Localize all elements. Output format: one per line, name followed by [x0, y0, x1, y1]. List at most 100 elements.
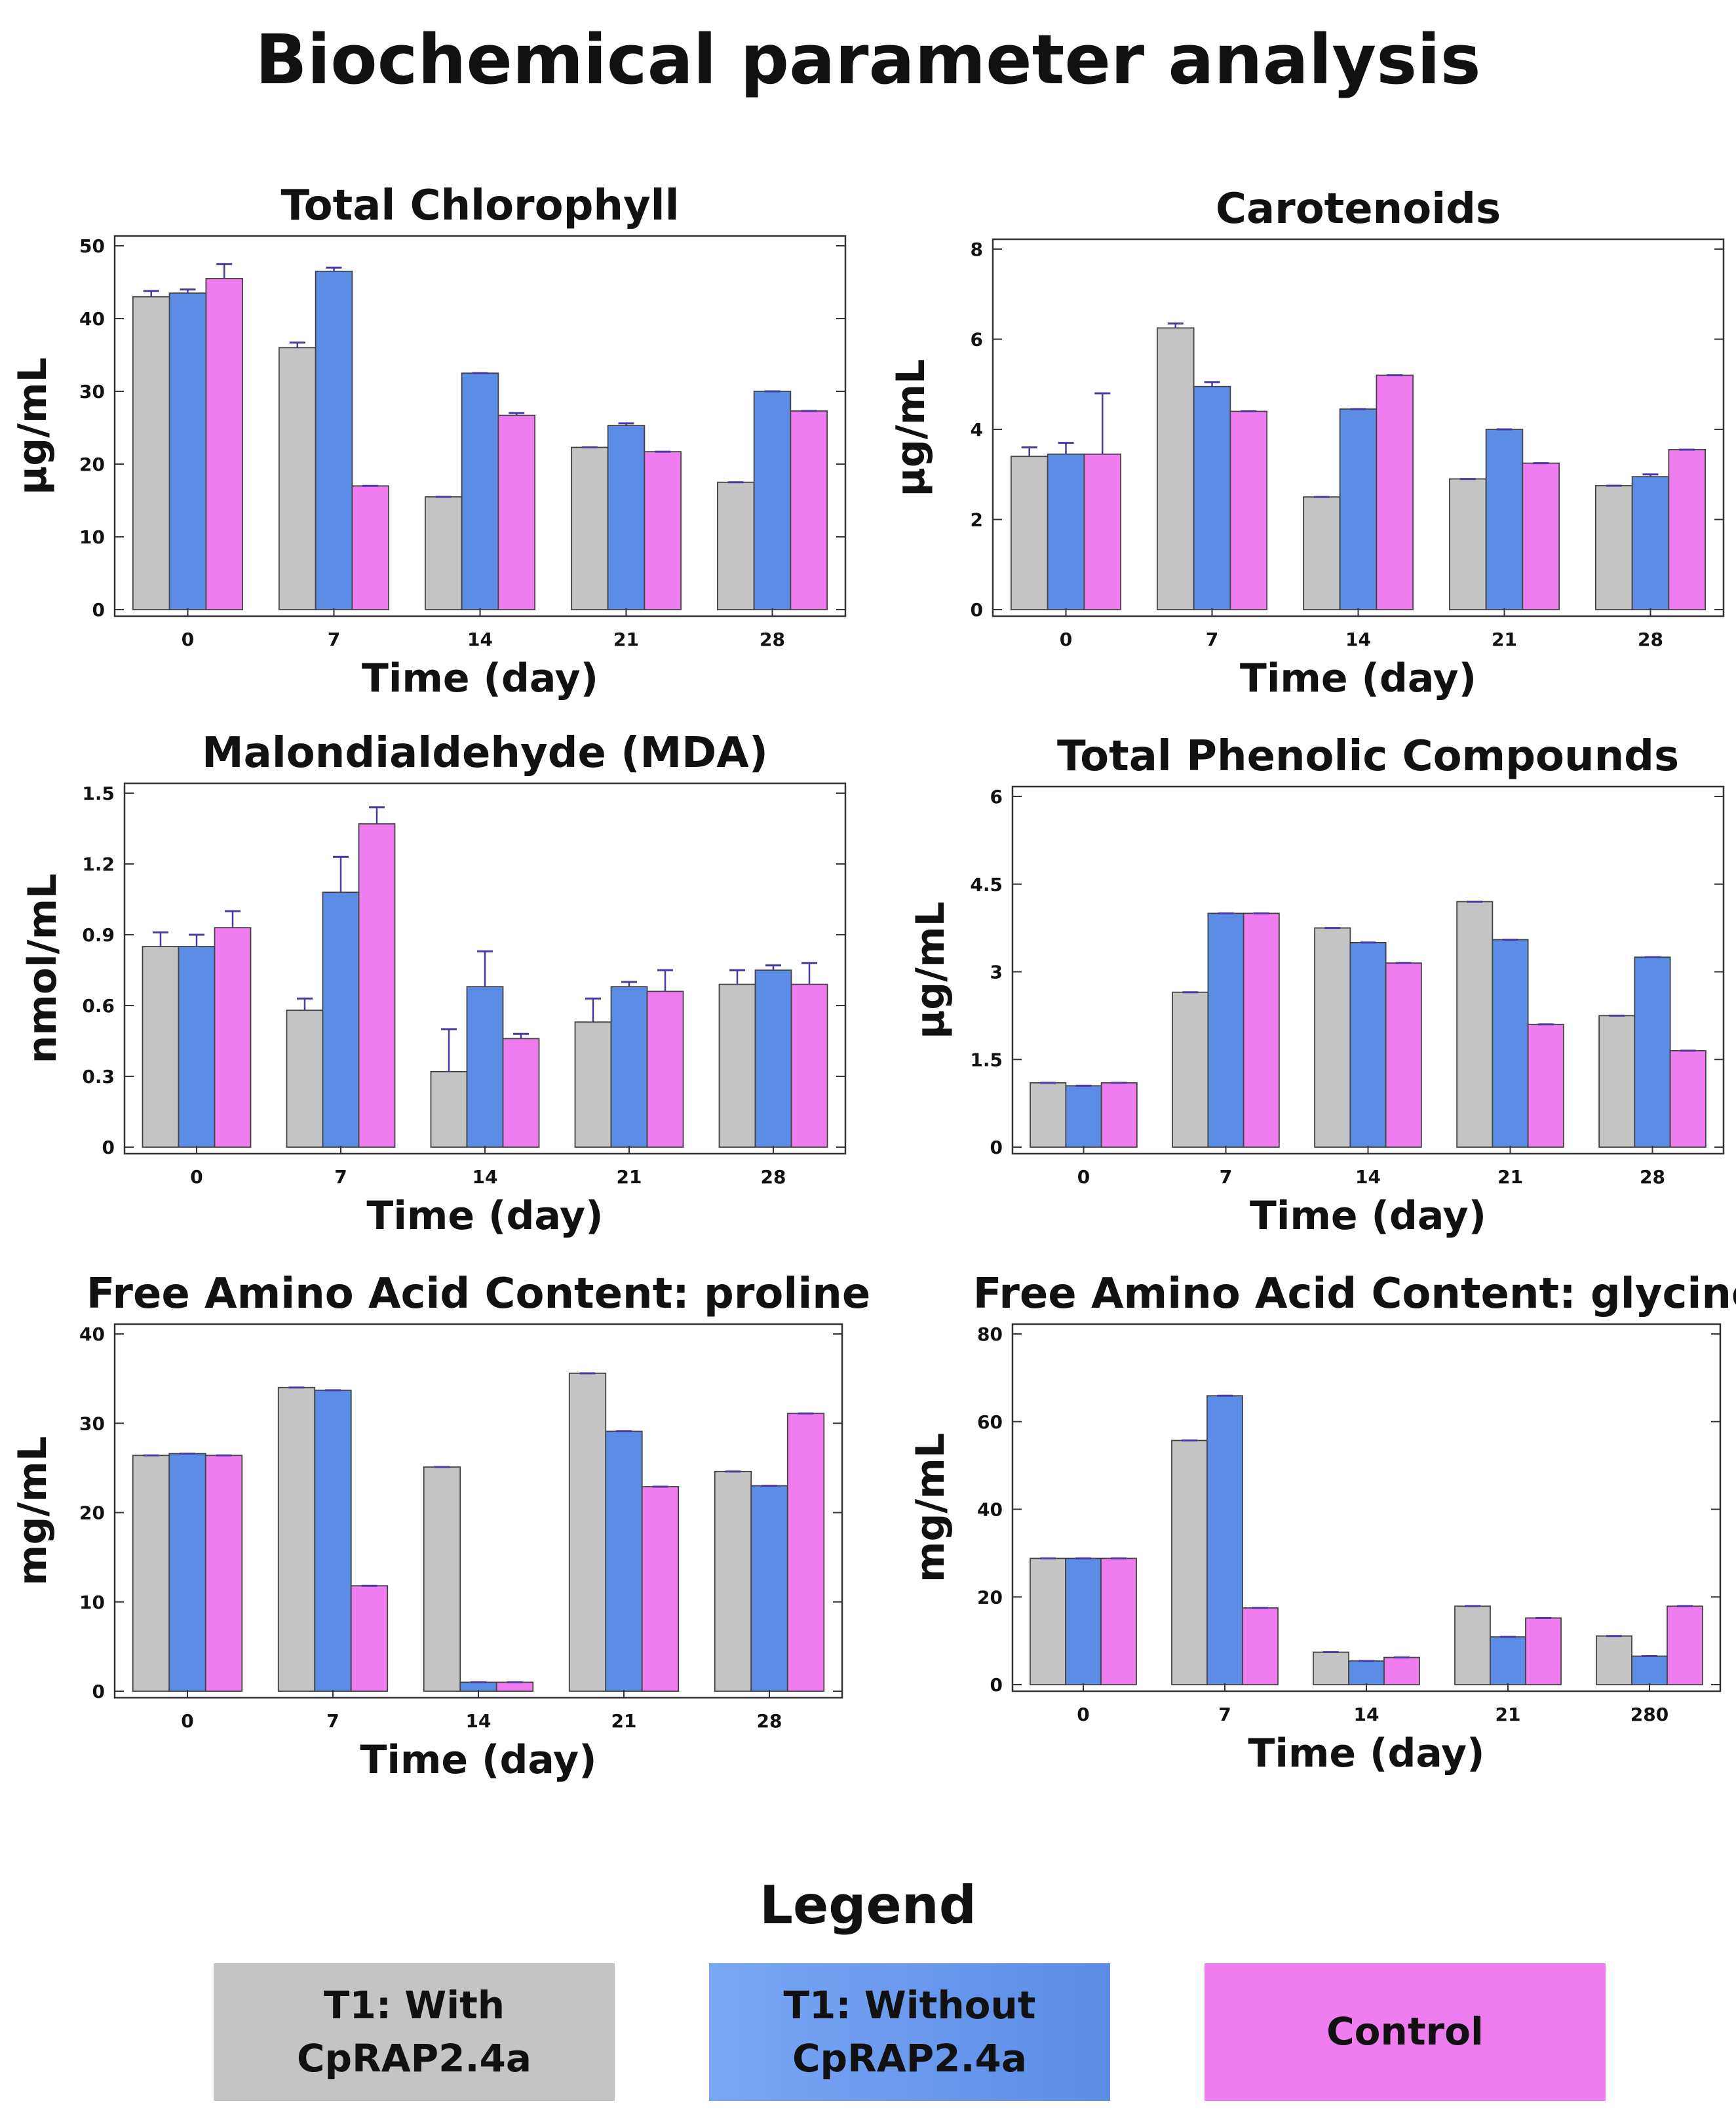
- y-tick-label: 40: [79, 308, 105, 330]
- y-axis-label: mg/mL: [908, 1433, 954, 1582]
- x-axis-label: Time (day): [1248, 1731, 1484, 1776]
- x-tick-label: 14: [1354, 1704, 1379, 1725]
- bar-control: [358, 823, 396, 1148]
- y-tick-label: 30: [79, 381, 105, 402]
- y-axis-label: µg/mL: [908, 901, 954, 1039]
- y-tick-label: 10: [79, 526, 105, 548]
- x-tick-label: 28: [1638, 629, 1663, 650]
- bar-t1-with: [1010, 456, 1049, 610]
- x-tick-label: 7: [1206, 629, 1218, 650]
- bar-control: [1668, 449, 1707, 610]
- x-tick-label: 14: [1345, 629, 1371, 650]
- x-tick-label: 0: [1077, 1704, 1089, 1725]
- bar-control: [1083, 453, 1122, 610]
- chart-panel-1: Total Chlorophyll 0 10 20 30 40 50 µg/mL Time (d…: [10, 182, 847, 701]
- x-tick-label: 14: [1355, 1166, 1381, 1188]
- bar-t1-with: [1171, 1439, 1208, 1685]
- bar-t1-without: [1207, 912, 1244, 1148]
- bar-t1-with: [132, 296, 170, 610]
- bar-t1-with: [132, 1455, 170, 1692]
- bar-control: [502, 1038, 540, 1148]
- y-tick-label: 3: [990, 962, 1003, 983]
- bar-t1-with: [278, 347, 317, 610]
- legend-item-t1-with: T1: With CpRAP2.4a: [214, 1963, 615, 2101]
- x-tick-label: 21: [613, 629, 639, 650]
- y-tick-label: 6: [971, 329, 983, 351]
- x-tick-label: 14: [466, 1710, 492, 1732]
- y-tick-label: 1.2: [82, 853, 115, 875]
- bar-t1-without: [1193, 385, 1231, 610]
- x-tick-label: 21: [611, 1710, 637, 1732]
- bar-control: [1100, 1082, 1138, 1148]
- bar-t1-without: [610, 986, 648, 1148]
- bar-control: [351, 485, 390, 610]
- bar-control: [1667, 1605, 1703, 1685]
- bar-t1-with: [1314, 927, 1351, 1148]
- main-title: Biochemical parameter analysis: [255, 20, 1481, 100]
- legend-item-control: Control: [1205, 1963, 1606, 2101]
- bar-t1-with: [1172, 991, 1209, 1148]
- bar-t1-without: [315, 270, 353, 610]
- y-tick-label: 20: [977, 1586, 1003, 1608]
- y-tick-label: 0.6: [82, 995, 115, 1017]
- x-tick-label: 0: [181, 1710, 193, 1732]
- bar-control: [1243, 912, 1280, 1148]
- y-tick-label: 0.3: [82, 1066, 115, 1087]
- bar-t1-without: [466, 986, 504, 1148]
- bar-t1-with: [1596, 1635, 1632, 1685]
- bar-control: [790, 410, 828, 610]
- chart-panel-5: Free Amino Acid Content: proline 0 10 20 30 4…: [10, 1270, 870, 1783]
- bar-t1-with: [1156, 327, 1195, 610]
- chart-title: Total Chlorophyll: [280, 182, 679, 230]
- bar-control: [790, 983, 828, 1148]
- x-axis-label: Time (day): [1240, 656, 1476, 701]
- bar-control: [646, 990, 684, 1148]
- bar-t1-without: [1047, 453, 1085, 610]
- bar-control: [495, 1681, 534, 1692]
- bar-t1-with: [1302, 496, 1341, 610]
- bar-t1-without: [754, 969, 792, 1148]
- bar-control: [641, 1486, 680, 1692]
- bar-control: [204, 1455, 243, 1692]
- bar-t1-without: [753, 391, 792, 610]
- bar-t1-without: [459, 1681, 497, 1692]
- bar-t1-with: [570, 446, 609, 610]
- bar-control: [214, 927, 252, 1148]
- chart-panel-2: Carotenoids 0 2 4 6 8 µg/mL Time (day) 0 7 14 21 28: [888, 185, 1725, 701]
- bar-t1-without: [1349, 942, 1387, 1148]
- legend-label-t1-without: T1: Without CpRAP2.4a: [783, 1982, 1036, 2081]
- y-tick-label: 1.5: [970, 1049, 1003, 1070]
- y-axis-label: mg/mL: [10, 1436, 56, 1586]
- bar-t1-with: [714, 1470, 752, 1692]
- x-tick-label: 0: [182, 629, 194, 650]
- chart-title: Total Phenolic Compounds: [1057, 732, 1679, 781]
- bar-control: [644, 451, 682, 610]
- bar-t1-with: [286, 1009, 324, 1148]
- x-tick-label: 28: [757, 1710, 782, 1732]
- y-tick-label: 8: [971, 239, 983, 260]
- x-tick-label: 7: [328, 629, 340, 650]
- x-tick-label: 7: [334, 1166, 347, 1188]
- bar-t1-with: [1448, 478, 1487, 610]
- x-axis-label: Time (day): [362, 656, 598, 701]
- bar-t1-without: [605, 1430, 643, 1692]
- bar-t1-without: [1065, 1085, 1102, 1148]
- y-tick-label: 0: [990, 1137, 1003, 1158]
- y-tick-label: 4: [971, 419, 983, 440]
- bar-t1-with: [1456, 901, 1494, 1148]
- x-tick-label: 7: [1220, 1166, 1232, 1188]
- x-tick-label: 21: [1497, 1166, 1523, 1188]
- x-tick-label: 0: [190, 1166, 203, 1188]
- bar-t1-with: [718, 983, 756, 1148]
- y-axis-label: nmol/mL: [20, 874, 66, 1064]
- x-tick-label: 7: [1218, 1704, 1231, 1725]
- y-tick-label: 0: [990, 1674, 1003, 1696]
- bar-t1-without: [1634, 956, 1671, 1148]
- bar-t1-without: [750, 1485, 788, 1692]
- bar-t1-without: [1492, 939, 1529, 1148]
- legend-label-t1-with: T1: With CpRAP2.4a: [296, 1982, 532, 2081]
- y-tick-label: 20: [79, 454, 105, 475]
- x-tick-label: 28: [761, 1166, 786, 1188]
- chart-title: Free Amino Acid Content: proline: [87, 1270, 870, 1318]
- y-tick-label: 6: [990, 786, 1003, 808]
